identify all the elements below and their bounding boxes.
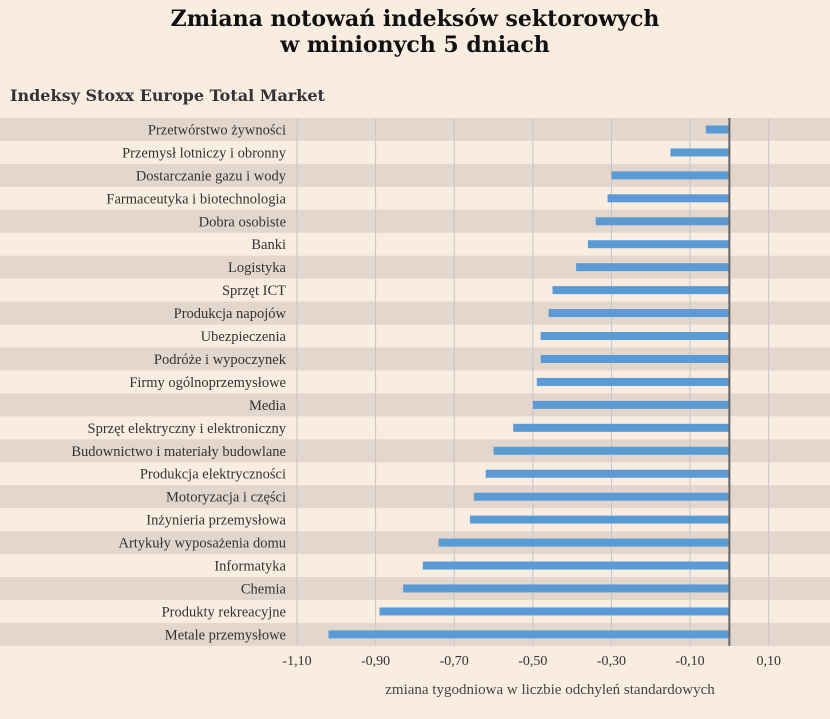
bar <box>328 630 730 639</box>
chart-title: Zmiana notowań indeksów sektorowych w mi… <box>0 6 830 58</box>
category-label: Ubezpieczenia <box>201 329 287 345</box>
bar <box>532 400 730 409</box>
category-label: Produkcja napojów <box>174 306 287 322</box>
category-label: Produkcja elektryczności <box>140 467 286 483</box>
bar <box>611 171 730 180</box>
bar <box>513 423 730 432</box>
bar <box>536 377 730 386</box>
category-label: Inżynieria przemysłowa <box>146 513 286 529</box>
category-label: Farmaceutyka i biotechnologia <box>106 191 286 207</box>
category-label: Media <box>249 398 287 414</box>
bar <box>552 286 730 295</box>
bar <box>607 194 730 203</box>
bar <box>670 148 730 157</box>
x-tick-label: -1,10 <box>282 654 311 669</box>
category-label: Przetwórstwo żywności <box>148 122 286 138</box>
chart-subtitle: Indeksy Stoxx Europe Total Market <box>10 86 325 105</box>
category-label: Artykuły wyposażenia domu <box>118 536 286 552</box>
row-stripe <box>0 163 830 187</box>
bar <box>540 332 730 341</box>
x-tick-label: 0,10 <box>756 654 781 669</box>
category-label: Przemysł lotniczy i obronny <box>122 145 287 161</box>
category-label: Podróże i wypoczynek <box>154 352 287 368</box>
category-label: Sprzęt elektryczny i elektroniczny <box>88 421 287 437</box>
category-label: Metale przemysłowe <box>165 627 286 643</box>
bar <box>403 584 730 593</box>
bar <box>576 263 730 272</box>
row-stripe <box>0 255 830 279</box>
row-stripe <box>0 393 830 417</box>
category-label: Dobra osobiste <box>199 214 286 230</box>
bar <box>379 607 730 616</box>
category-label: Sprzęt ICT <box>222 283 286 299</box>
chart-title-line-2: w minionych 5 dniach <box>280 32 550 58</box>
chart-title-line-1: Zmiana notowań indeksów sektorowych <box>170 6 660 32</box>
row-stripe <box>0 531 830 555</box>
category-label: Budownictwo i materiały budowlane <box>71 444 286 460</box>
bar <box>422 561 730 570</box>
bar <box>587 240 730 249</box>
row-stripe <box>0 209 830 233</box>
bar <box>540 354 730 363</box>
bar <box>548 309 730 318</box>
category-label: Banki <box>251 237 286 253</box>
bar <box>485 469 730 478</box>
row-stripe <box>0 439 830 463</box>
bar <box>595 217 730 226</box>
row-stripe <box>0 485 830 509</box>
x-tick-labels: -1,10 -0,90 -0,70 -0,50 -0,30 -0,10 0,10 <box>282 654 781 669</box>
row-stripe <box>0 118 830 141</box>
category-labels: Przetwórstwo żywności Przemysł lotniczy i… <box>71 122 286 643</box>
x-tick-label: -0,90 <box>361 654 390 669</box>
x-tick-label: -0,30 <box>597 654 626 669</box>
bar <box>473 492 730 501</box>
category-label: Informatyka <box>214 559 286 575</box>
bar <box>493 446 730 455</box>
bars <box>328 125 730 639</box>
row-stripe <box>0 347 830 371</box>
bar <box>438 538 730 547</box>
bar <box>469 515 730 524</box>
category-label: Dostarczanie gazu i wody <box>136 168 287 184</box>
x-axis-label: zmiana tygodniowa w liczbie odchyleń sta… <box>385 682 715 698</box>
category-label: Chemia <box>241 581 287 597</box>
category-label: Produkty rekreacyjne <box>162 604 286 620</box>
x-tick-label: -0,50 <box>518 654 547 669</box>
category-label: Firmy ogólnoprzemysłowe <box>129 375 286 391</box>
category-label: Logistyka <box>228 260 287 276</box>
bar <box>705 125 730 134</box>
x-tick-label: -0,70 <box>440 654 469 669</box>
x-tick-label: -0,10 <box>675 654 704 669</box>
category-label: Motoryzacja i części <box>166 490 286 506</box>
row-stripe <box>0 301 830 325</box>
